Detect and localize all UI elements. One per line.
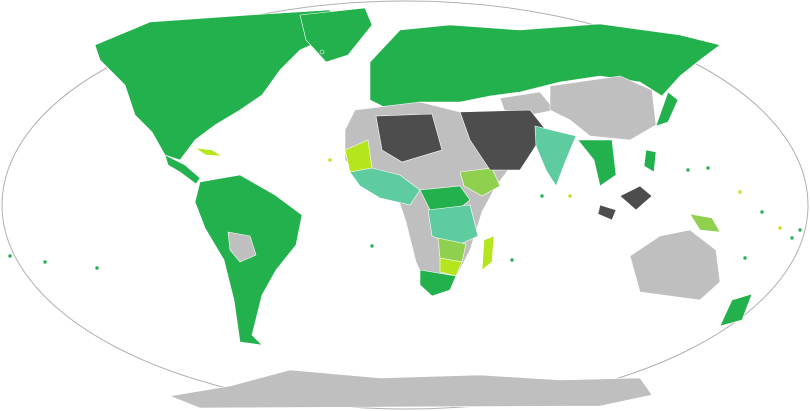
new-zealand (719, 293, 753, 327)
island (567, 193, 573, 199)
island (705, 165, 711, 171)
island (509, 257, 515, 263)
north-africa-dark (375, 113, 443, 163)
indonesia (597, 204, 617, 221)
japan (655, 91, 679, 127)
philippines (643, 149, 657, 173)
west-africa (349, 167, 421, 206)
southeast-asia (577, 139, 617, 187)
eurasia-north (369, 23, 721, 111)
australia (629, 229, 721, 301)
island (369, 243, 375, 249)
island (685, 167, 691, 173)
south-america (194, 174, 303, 346)
island (789, 235, 795, 241)
island (7, 253, 13, 259)
island (319, 49, 325, 55)
antarctica (168, 369, 653, 409)
central-america (164, 154, 201, 185)
papua-new-guinea (689, 213, 721, 233)
island (797, 227, 803, 233)
island (42, 259, 48, 265)
island (777, 225, 783, 231)
island (742, 255, 748, 261)
island (94, 265, 100, 271)
island (539, 193, 545, 199)
india (534, 125, 577, 187)
cuba (194, 147, 223, 157)
island (327, 157, 333, 163)
middle-east (459, 109, 547, 171)
greenland (299, 7, 373, 63)
island (759, 209, 765, 215)
north-america (94, 9, 346, 161)
china (549, 75, 657, 141)
central-asia-gray (499, 91, 556, 116)
malaysia-indonesia (619, 185, 653, 211)
south-africa (419, 269, 457, 297)
east-africa (427, 204, 479, 247)
bolivia (227, 231, 257, 263)
horn-of-africa (459, 167, 501, 197)
madagascar (481, 235, 495, 271)
island (737, 189, 743, 195)
